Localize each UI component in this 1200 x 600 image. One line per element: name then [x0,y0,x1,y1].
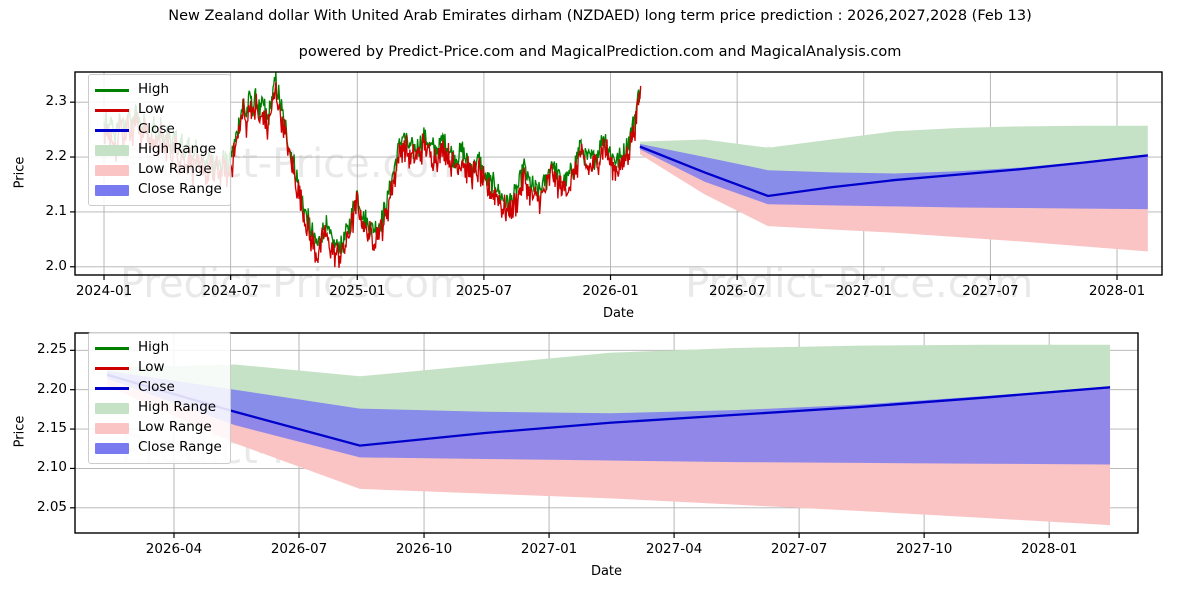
legend-item-label: High [138,81,170,98]
x-tick-label: 2026-07 [708,283,766,299]
legend-item-low-range: Low Range [95,160,222,180]
x-tick-label: 2028-01 [1020,541,1078,557]
legend-swatch-icon [95,346,129,350]
legend-item-label: Close [138,379,175,396]
legend-item-label: Low [138,101,165,118]
legend-item-label: Low Range [138,161,212,178]
y-tick-label: 2.1 [45,202,67,219]
x-tick-label: 2024-07 [202,283,259,299]
legend-swatch-icon [95,386,129,390]
legend-item-label: Close Range [138,439,222,456]
x-tick-label: 2025-07 [455,283,513,299]
legend-item-label: Close Range [138,181,222,198]
legend-item-label: Low [138,359,165,376]
top-x-axis-label: Date [602,306,635,321]
legend-item-close-range: Close Range [95,438,222,458]
legend-item-low: Low [95,358,222,378]
y-tick-label: 2.0 [45,257,67,274]
x-tick-label: 2027-10 [895,541,953,557]
legend-item-close-range: Close Range [95,180,222,200]
legend-item-label: Close [138,121,175,138]
x-tick-label: 2027-01 [835,283,892,299]
forecast-close-line [639,145,1148,198]
legend-swatch-icon [95,442,129,454]
x-tick-label: 2027-07 [770,541,828,557]
y-tick-label: 2.05 [36,498,67,515]
x-tick-label: 2026-10 [395,541,453,557]
legend-item-high: High [95,338,222,358]
x-tick-label: 2028-01 [1088,283,1146,299]
legend-item-label: High Range [138,141,217,158]
y-tick-label: 2.20 [36,380,67,397]
x-tick-label: 2024-01 [75,283,133,299]
x-tick-label: 2027-07 [962,283,1019,299]
legend-item-label: Low Range [138,419,212,436]
legend-item-high: High [95,80,222,100]
x-tick-label: 2026-01 [582,283,639,299]
y-tick-label: 2.25 [36,341,67,358]
x-tick-label: 2025-01 [329,283,386,299]
close-range-band [639,143,1148,210]
y-tick-label: 2.10 [36,459,67,476]
forecast-close-line [106,373,1111,447]
y-tick-label: 2.2 [45,148,67,165]
legend-item-low-range: Low Range [95,418,222,438]
legend-swatch-icon [95,422,129,434]
legend-swatch-icon [95,184,129,196]
x-tick-label: 2027-01 [520,541,578,557]
legend-swatch-icon [95,144,129,156]
top-chart-panel: Predict-Price.com Predict-Price.com Predic… [0,60,1200,321]
legend-swatch-icon [95,108,129,112]
svg-text:Predict-Price.com: Predict-Price.com [120,261,468,307]
legend-swatch-icon [95,164,129,176]
x-tick-label: 2026-04 [145,541,203,557]
legend-item-label: High Range [138,399,217,416]
page-title: New Zealand dollar With United Arab Emir… [168,8,1032,24]
legend-item-close: Close [95,378,222,398]
svg-text:Predict-Price.com: Predict-Price.com [685,261,1033,307]
y-tick-label: 2.15 [36,420,67,437]
legend-item-high-range: High Range [95,140,222,160]
legend-item-label: High [138,339,170,356]
page-subtitle: powered by Predict-Price.com and Magical… [298,44,902,60]
bottom-x-axis-label: Date [590,564,623,579]
legend-swatch-icon [95,402,129,414]
y-tick-label: 2.3 [45,93,67,110]
x-tick-label: 2026-07 [270,541,328,557]
close-range-band [107,370,1111,465]
top-chart-legend: High Low Close High Range Low Range Close Ran… [88,74,231,206]
legend-item-high-range: High Range [95,398,222,418]
bottom-chart-legend: High Low Close High Range Low Range Close Ran… [88,332,231,464]
legend-swatch-icon [95,366,129,370]
legend-swatch-icon [95,88,129,92]
legend-item-close: Close [95,120,222,140]
legend-swatch-icon [95,128,129,132]
legend-item-low: Low [95,100,222,120]
x-tick-label: 2027-04 [645,541,703,557]
